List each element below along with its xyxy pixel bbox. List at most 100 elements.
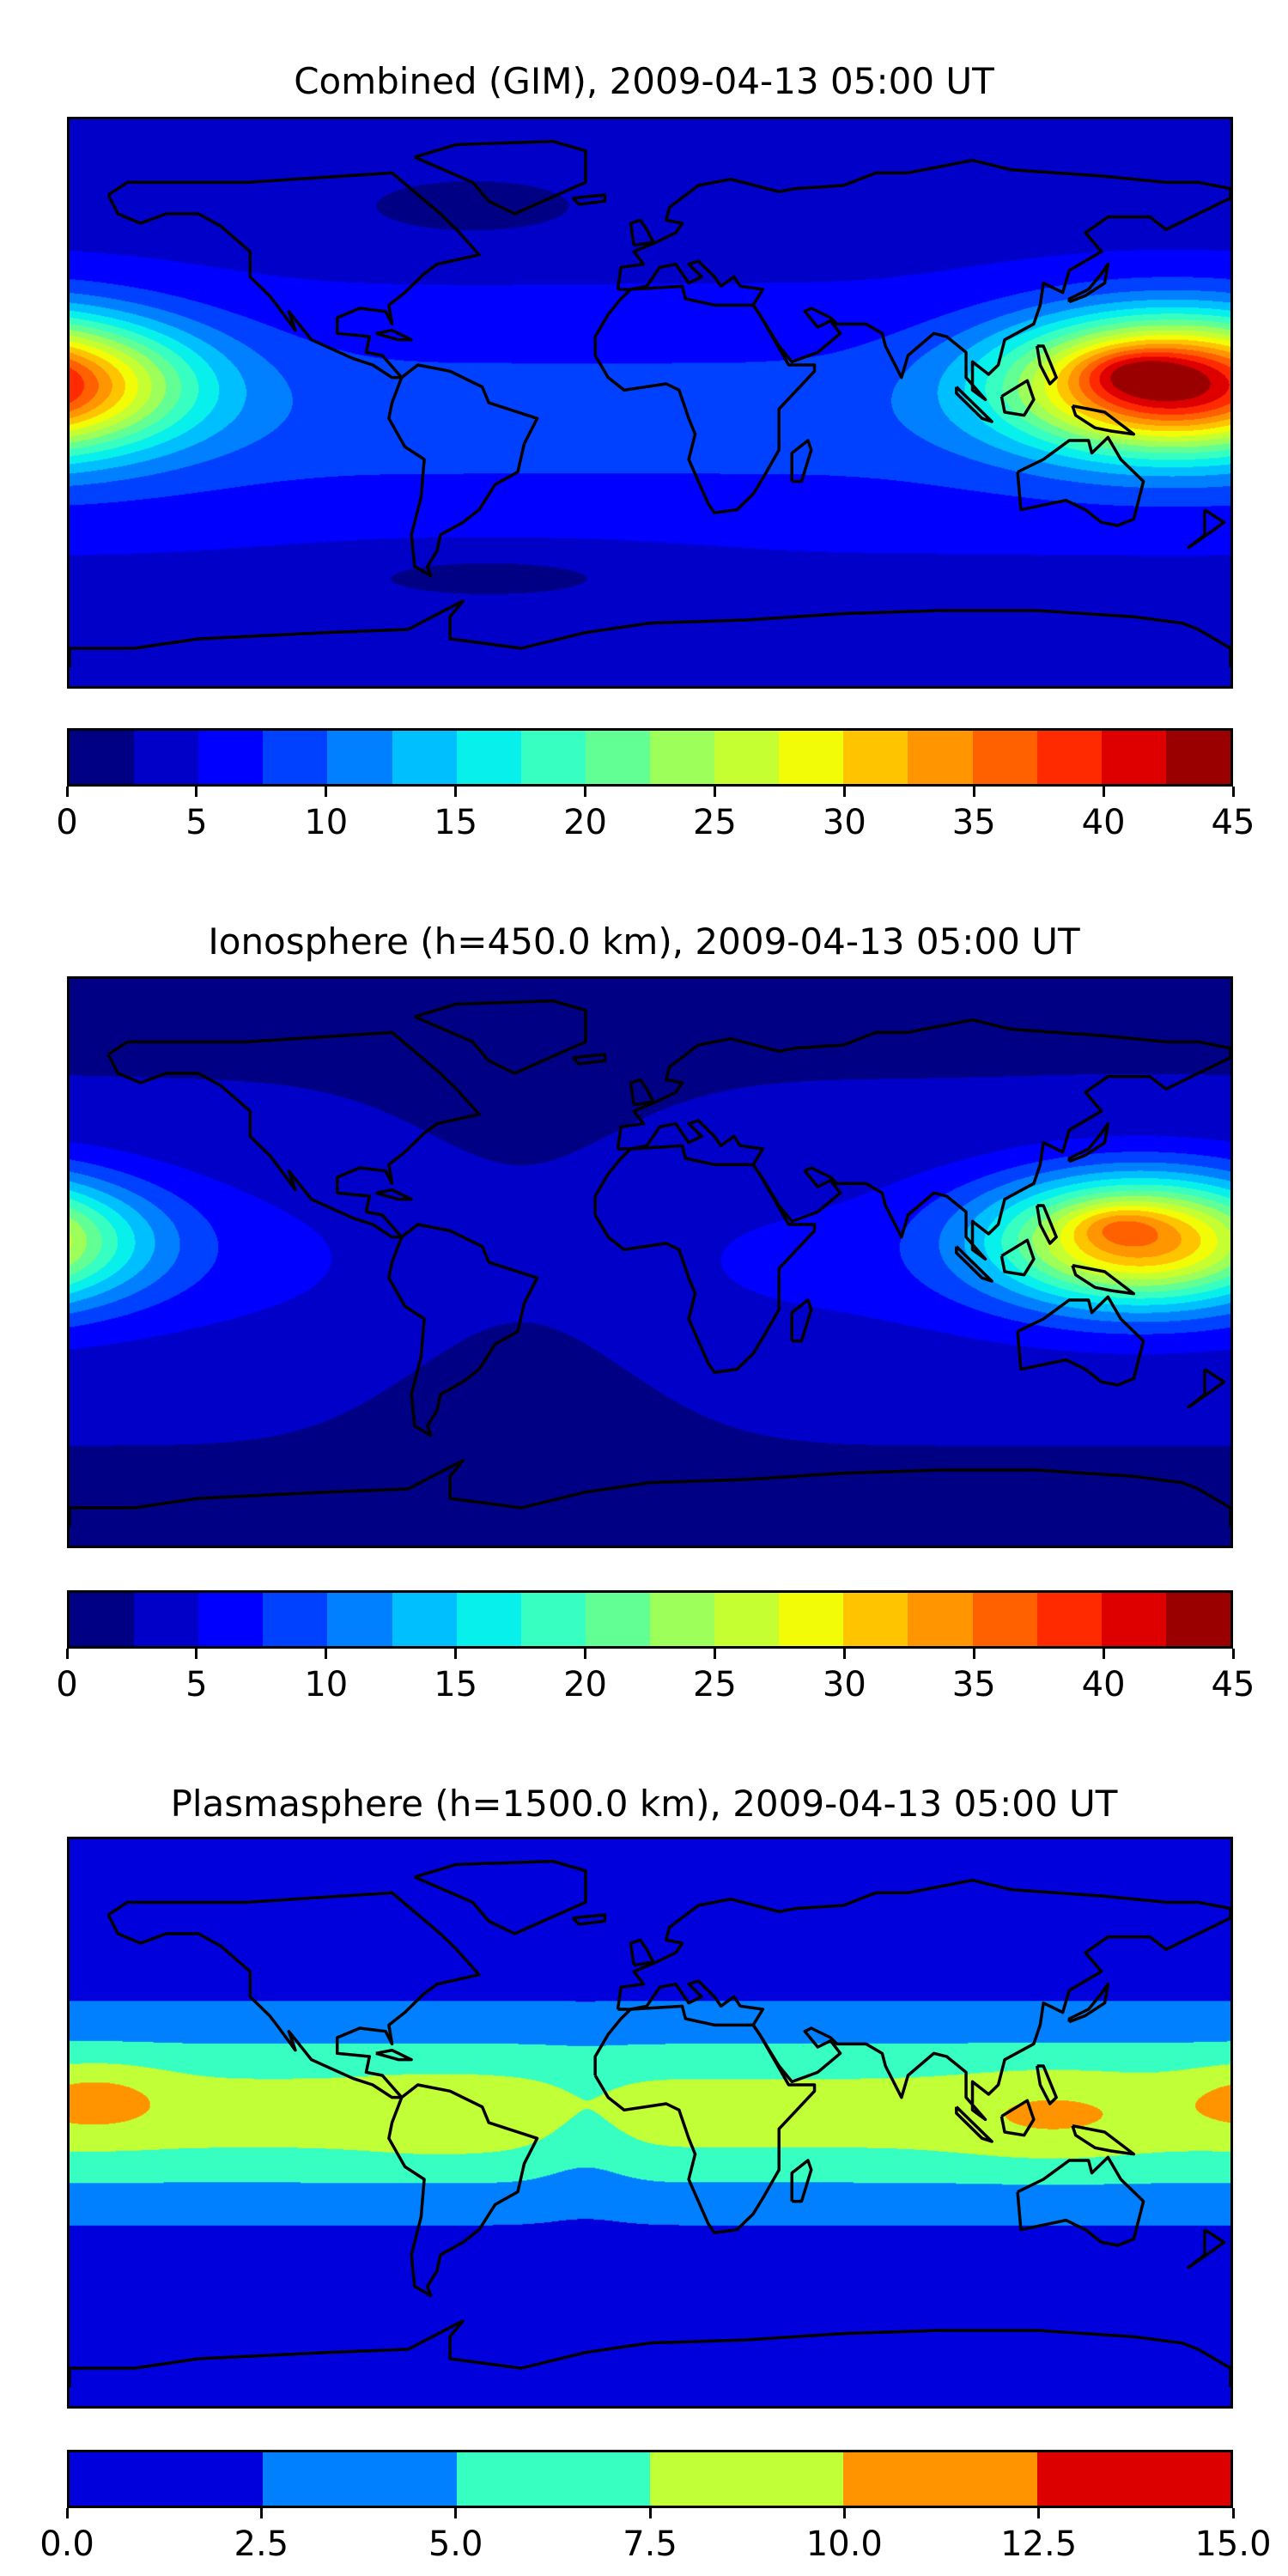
colorbar-segment bbox=[263, 731, 328, 784]
colorbar-ticks: 0.0 2.5 5.0 7.5 10.0 12.5 15.0 bbox=[39, 2508, 1272, 2568]
coastline-new-guinea bbox=[1071, 1263, 1136, 1296]
colorbar-segment bbox=[392, 1593, 457, 1646]
colorbar-segment bbox=[585, 731, 650, 784]
colorbar-tick-mark bbox=[325, 1649, 328, 1659]
colorbar-segment bbox=[585, 1593, 650, 1646]
coastline-new-zealand bbox=[1187, 1368, 1226, 1409]
colorbar-segment bbox=[70, 1593, 135, 1646]
colorbar-tick-label: 40 bbox=[1081, 1665, 1126, 1704]
colorbar-segment bbox=[70, 2452, 264, 2506]
coastline-sumatra bbox=[955, 386, 993, 423]
contour-field bbox=[70, 119, 1230, 686]
coastline-japan bbox=[1067, 1982, 1110, 2024]
coastline-antarctica bbox=[70, 599, 1230, 667]
colorbar-tick-mark bbox=[259, 2508, 263, 2518]
colorbar-tick-mark bbox=[842, 1649, 846, 1659]
coastline-cuba bbox=[375, 1188, 413, 1201]
coastline-cuba bbox=[375, 328, 413, 342]
coastline-britain bbox=[629, 218, 655, 247]
coastline-africa bbox=[593, 284, 817, 515]
coastline-borneo bbox=[999, 379, 1036, 417]
coastline-eurasia bbox=[616, 1878, 1230, 2122]
colorbar-segment bbox=[843, 731, 908, 784]
coastline-new-zealand bbox=[1187, 508, 1226, 550]
colorbar-tick-mark bbox=[972, 787, 975, 797]
colorbar-tick-mark bbox=[454, 2508, 458, 2518]
coastline-africa bbox=[593, 1144, 817, 1375]
colorbar-tick-label: 10 bbox=[304, 1665, 349, 1704]
colorbar-tick-mark bbox=[842, 2508, 846, 2518]
colorbar-segment bbox=[1101, 1593, 1166, 1646]
colorbar-segment bbox=[70, 731, 135, 784]
colorbar-segment bbox=[972, 731, 1037, 784]
colorbar-tick-mark bbox=[65, 787, 69, 797]
coastline-south-america bbox=[387, 1223, 539, 1437]
colorbar-segment bbox=[714, 1593, 780, 1646]
colorbar-segment bbox=[1165, 731, 1230, 784]
colorbar-tick-mark bbox=[195, 1649, 198, 1659]
colorbar-tick-mark bbox=[65, 2508, 69, 2518]
coastline-madagascar bbox=[790, 1298, 813, 1343]
colorbar-tick-mark bbox=[454, 1649, 458, 1659]
coastline-cuba bbox=[375, 2048, 413, 2062]
coastline-australia bbox=[1016, 1295, 1145, 1387]
colorbar-ticks: 0 5 10 15 20 25 30 35 40 45 bbox=[56, 787, 1255, 847]
colorbar-segment bbox=[779, 731, 844, 784]
coastline-borneo bbox=[999, 1238, 1036, 1277]
colorbar-segment bbox=[263, 1593, 328, 1646]
colorbar-tick-mark bbox=[713, 787, 716, 797]
colorbar-tick-label: 20 bbox=[563, 1665, 607, 1704]
colorbar-segment bbox=[327, 1593, 392, 1646]
colorbar-tick-label: 10.0 bbox=[805, 2524, 883, 2564]
colorbar-tick-mark bbox=[65, 1649, 69, 1659]
coastline-iceland bbox=[571, 193, 607, 206]
colorbar-tick-label: 25 bbox=[692, 1665, 737, 1704]
coastline-japan bbox=[1067, 262, 1110, 304]
colorbar-tick-label: 35 bbox=[951, 1665, 996, 1704]
coastline-new-guinea bbox=[1071, 2123, 1136, 2156]
coastline-britain bbox=[629, 1938, 655, 1967]
coastline-britain bbox=[629, 1078, 655, 1107]
coastline-antarctica bbox=[70, 1459, 1230, 1527]
colorbar-tick-mark bbox=[1231, 2508, 1235, 2518]
coastline-madagascar bbox=[790, 439, 813, 483]
coastline-greenland bbox=[414, 139, 587, 216]
colorbar-segment bbox=[520, 731, 586, 784]
colorbar-tick-label: 7.5 bbox=[623, 2524, 677, 2564]
colorbar-segment bbox=[1036, 731, 1102, 784]
coastline-greenland bbox=[414, 1859, 587, 1935]
colorbar-tick-label: 25 bbox=[692, 803, 737, 842]
colorbar-segment bbox=[198, 1593, 264, 1646]
coastline-north-america bbox=[106, 1030, 481, 1239]
colorbar-segment bbox=[714, 731, 780, 784]
colorbar-segment bbox=[908, 1593, 973, 1646]
colorbar-segment bbox=[263, 2452, 457, 2506]
colorbar-tick-label: 20 bbox=[563, 803, 607, 842]
coastline-south-america bbox=[387, 2083, 539, 2298]
colorbar-tick-mark bbox=[454, 787, 458, 797]
colorbar-segment bbox=[649, 2452, 844, 2506]
colorbar-tick-label: 5.0 bbox=[428, 2524, 483, 2564]
colorbar-tick-mark bbox=[1102, 787, 1105, 797]
coastline-japan bbox=[1067, 1121, 1110, 1163]
colorbar-segment bbox=[327, 731, 392, 784]
chart-title: Plasmasphere (h=1500.0 km), 2009-04-13 0… bbox=[170, 1783, 1118, 1825]
coastlines bbox=[70, 999, 1230, 1527]
colorbar bbox=[67, 1590, 1233, 1649]
coastline-australia bbox=[1016, 435, 1145, 527]
colorbar-segment bbox=[779, 1593, 844, 1646]
colorbar-segment bbox=[134, 1593, 199, 1646]
colorbar-tick-mark bbox=[325, 787, 328, 797]
coastline-philippines bbox=[1035, 2064, 1058, 2105]
colorbar-tick-label: 45 bbox=[1211, 1665, 1255, 1704]
colorbar-tick-label: 30 bbox=[822, 803, 866, 842]
colorbar-tick-label: 0 bbox=[56, 803, 78, 842]
colorbar-tick-mark bbox=[1231, 1649, 1235, 1659]
coastline-sumatra bbox=[955, 2105, 993, 2143]
colorbar-segment bbox=[843, 1593, 908, 1646]
colorbar-tick-label: 2.5 bbox=[234, 2524, 289, 2564]
colorbar-tick-label: 5 bbox=[185, 803, 208, 842]
coastline-antarctica bbox=[70, 2319, 1230, 2387]
coastline-north-america bbox=[106, 1891, 481, 2099]
colorbar-tick-label: 35 bbox=[951, 803, 996, 842]
